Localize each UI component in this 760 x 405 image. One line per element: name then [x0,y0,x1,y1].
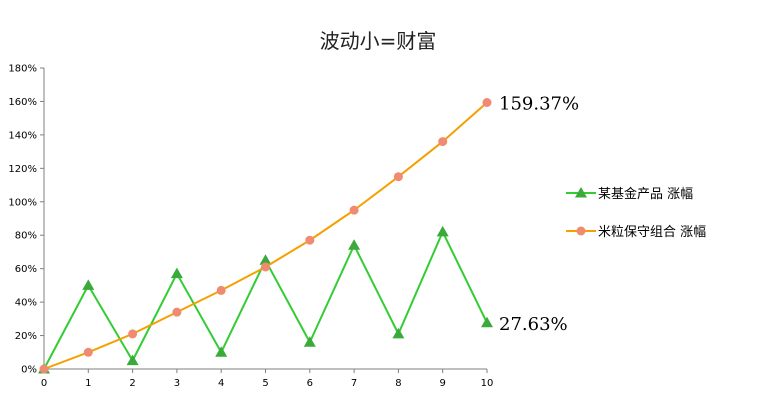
x-tick-label: 0 [41,378,47,389]
data-point-marker [215,346,228,357]
x-tick-label: 10 [481,378,494,389]
end-value-label: 159.37% [499,93,579,114]
data-point-marker [303,336,316,347]
y-axis-ticks: 0% 20% 40% 60% 80% 100% 120% 140% 160% 180% [8,64,44,376]
data-point-marker [216,285,226,295]
data-point-marker [82,279,95,290]
x-tick-label: 5 [262,378,268,389]
data-point-marker [170,267,183,279]
legend-swatch-marker [575,187,587,198]
data-point-marker [436,225,449,237]
y-tick-label: 120% [8,164,37,175]
data-point-marker [392,327,405,339]
legend-item: 米粒保守组合 涨幅 [566,225,706,240]
x-axis-ticks: 0 1 2 3 4 5 6 7 8 9 10 [41,369,494,389]
data-point-marker [393,172,403,182]
legend-label: 某基金产品 涨幅 [598,186,693,202]
data-point-marker [128,329,138,339]
series-line [43,101,488,370]
data-point-marker [259,254,272,265]
x-tick-label: 4 [218,378,224,389]
data-point-marker [261,262,270,272]
data-point-marker [39,364,49,374]
y-tick-label: 100% [8,197,37,208]
x-tick-label: 7 [351,378,357,389]
annotation-layer: 159.37% 27.63% [499,93,579,334]
series-0 [38,225,493,374]
legend-swatch-marker [576,226,586,236]
data-point-marker [349,205,359,215]
x-tick-label: 2 [129,378,135,389]
data-point-marker [348,239,361,250]
legend-label: 米粒保守组合 涨幅 [598,225,706,240]
series-line [43,230,488,370]
series-layer [38,97,493,374]
data-point-marker [482,97,492,107]
x-tick-label: 8 [395,378,401,389]
series-1 [39,97,492,374]
x-tick-label: 1 [85,378,91,389]
data-point-marker [126,354,139,366]
y-tick-label: 40% [15,298,37,309]
chart-title: 波动小=财富 [320,29,437,53]
data-point-marker [172,307,182,317]
y-tick-label: 60% [15,264,37,275]
x-tick-label: 6 [307,378,313,389]
end-value-label: 27.63% [499,314,568,335]
y-tick-label: 180% [8,64,37,75]
x-tick-label: 3 [174,378,180,389]
x-tick-label: 9 [440,378,446,389]
legend-item: 某基金产品 涨幅 [566,186,693,202]
data-point-marker [438,137,448,147]
y-tick-label: 20% [15,331,37,342]
y-tick-label: 0% [21,365,37,376]
data-point-marker [83,347,93,357]
y-tick-label: 80% [15,231,37,242]
data-point-marker [305,235,315,245]
data-point-marker [481,316,493,328]
y-tick-label: 140% [8,130,37,141]
y-tick-label: 160% [8,97,37,108]
